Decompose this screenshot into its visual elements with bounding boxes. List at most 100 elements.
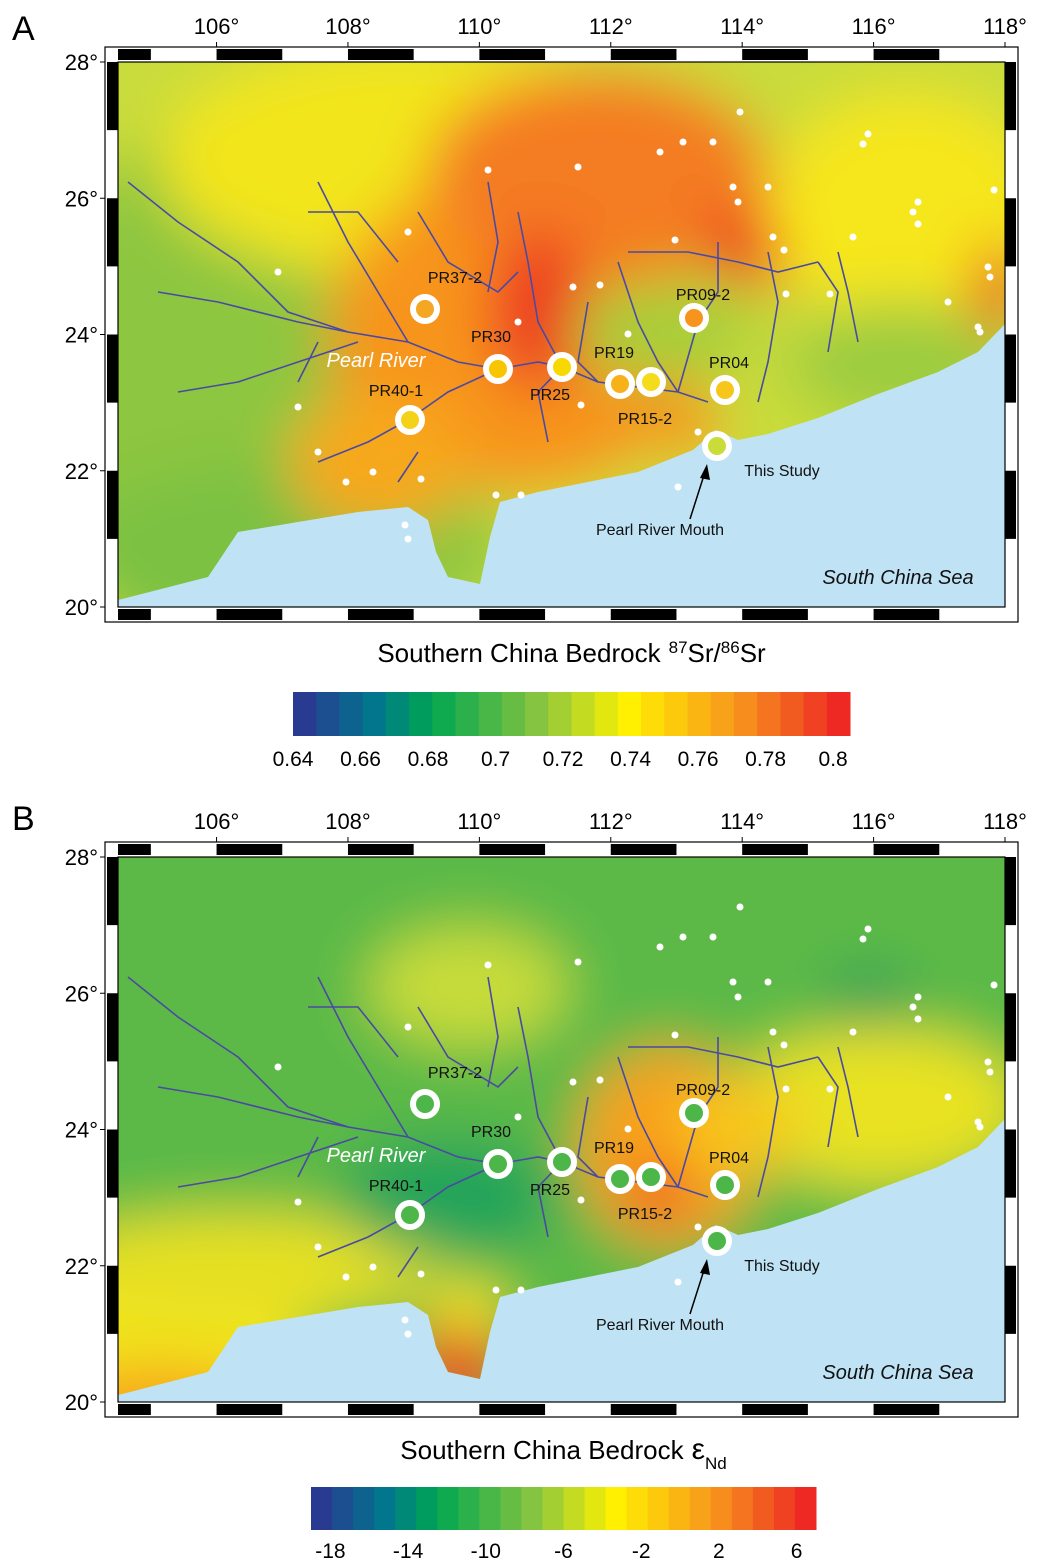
river [297, 1136, 319, 1178]
map-annotation: South China Sea [822, 567, 973, 589]
y-tick-label: 22° [65, 459, 98, 484]
river [297, 341, 319, 383]
sample-point [764, 183, 772, 191]
colorbar-step [584, 1487, 607, 1530]
x-tick-label: 116° [852, 14, 896, 39]
station-marker [702, 431, 732, 461]
sample-point [944, 298, 952, 306]
station-label: PR25 [530, 1182, 570, 1199]
x-tick-label: 114° [720, 14, 764, 39]
colorbar-tick-label: -14 [393, 1540, 424, 1558]
river [397, 1246, 419, 1278]
river [757, 1046, 779, 1198]
sample-point [709, 933, 717, 941]
colorbar-step [668, 1487, 691, 1530]
colorbar-step [664, 692, 689, 736]
bedrock-field [118, 857, 1005, 1402]
colorbar-step [757, 692, 781, 736]
frame-band [1005, 62, 1016, 131]
station-label: PR19 [594, 345, 634, 362]
colorbar-tick-label: -2 [632, 1540, 651, 1558]
station-marker [702, 1226, 732, 1256]
frame-band [216, 609, 283, 620]
colorbar-title-part: Southern China Bedrock [400, 1435, 684, 1465]
station-label: PR30 [471, 1124, 511, 1141]
colorbar-tick-label: 6 [791, 1540, 803, 1558]
sample-point [492, 491, 500, 499]
colorbar-step [826, 692, 851, 736]
field-blob [488, 232, 588, 392]
station-label: PR15-2 [618, 411, 672, 428]
sample-point [914, 220, 922, 228]
station-marker [710, 1170, 740, 1200]
river [397, 451, 419, 483]
colorbar-tick-label: 0.72 [543, 748, 584, 771]
sample-point [574, 163, 582, 171]
station-marker [395, 405, 425, 435]
station-label: PR40-1 [369, 383, 423, 400]
frame-band [873, 1404, 940, 1415]
bedrock-field [118, 62, 1005, 607]
sample-point [764, 978, 772, 986]
field-blob [118, 1212, 438, 1322]
river [628, 1046, 819, 1068]
sample-point [914, 1015, 922, 1023]
colorbar-step [617, 692, 642, 736]
map-area [118, 857, 1005, 1402]
station-marker [410, 1089, 440, 1119]
sample-point [826, 1085, 834, 1093]
sample-point [849, 1028, 857, 1036]
colorbar-title-part: Southern China Bedrock [377, 638, 661, 668]
river [308, 211, 399, 263]
sample-point [401, 521, 409, 529]
sample-point [517, 491, 525, 499]
sample-point [404, 1330, 412, 1338]
field-blob [973, 242, 1005, 342]
map-annotation: Pearl River [327, 350, 427, 372]
sample-point [734, 993, 742, 1001]
colorbar-step [332, 1487, 354, 1530]
colorbar-step [374, 1487, 396, 1530]
frame-band [107, 62, 118, 131]
station-label: This Study [744, 1258, 820, 1275]
field-blob [823, 969, 913, 1025]
frame-band [118, 49, 151, 60]
sample-point [826, 290, 834, 298]
station-label: PR40-1 [369, 1178, 423, 1195]
colorbar-step [455, 692, 480, 736]
colorbar-step [710, 1487, 733, 1530]
y-tick-label: 28° [65, 845, 98, 870]
river [577, 301, 599, 383]
station-label: PR37-2 [428, 1065, 482, 1082]
y-tick-label: 28° [65, 50, 98, 75]
sample-point [401, 1316, 409, 1324]
frame-band [873, 844, 940, 855]
sample-point [484, 166, 492, 174]
colorbar-step [437, 1487, 459, 1530]
colorbar-step [710, 692, 735, 736]
sample-point [417, 475, 425, 483]
sample-point [694, 428, 702, 436]
colorbar-step [521, 1487, 543, 1530]
colorbar-step [594, 692, 619, 736]
x-tick-label: 114° [720, 809, 764, 834]
frame-band [216, 844, 283, 855]
colorbar-step [458, 1487, 480, 1530]
sample-point [274, 268, 282, 276]
river [487, 181, 499, 293]
station-label: PR15-2 [618, 1206, 672, 1223]
sample-point [577, 1196, 585, 1204]
colorbar-step [500, 1487, 522, 1530]
river [577, 1096, 599, 1178]
river [617, 261, 679, 393]
sample-point [404, 228, 412, 236]
x-tick-label: 110° [457, 809, 501, 834]
colorbar-step [395, 1487, 417, 1530]
sample-point [314, 1243, 322, 1251]
station-label: This Study [744, 463, 820, 480]
y-tick-label: 26° [65, 186, 98, 211]
sample-point [986, 1068, 994, 1076]
station-label: PR37-2 [428, 270, 482, 287]
sample-point [624, 1125, 632, 1133]
colorbar-title-part: Nd [705, 1454, 727, 1473]
